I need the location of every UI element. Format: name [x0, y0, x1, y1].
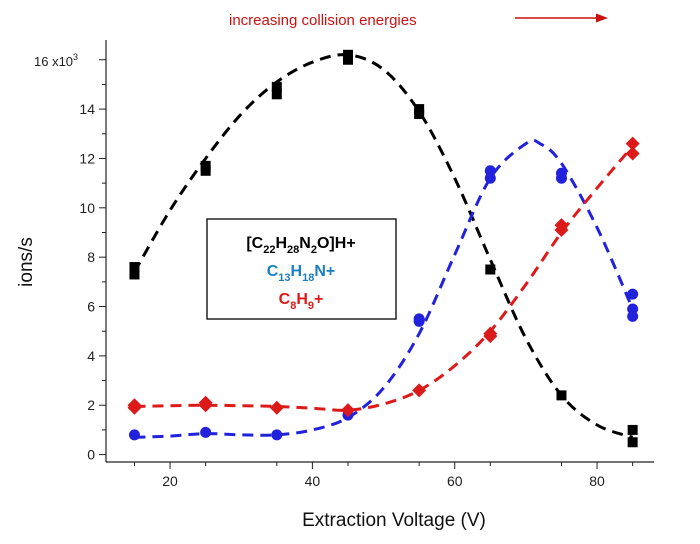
legend: [C22H28N2O]H+ C13H18N+ C8H9+	[206, 218, 397, 320]
x-tick-label: 20	[162, 473, 178, 489]
fit-curves	[133, 53, 635, 439]
data-point	[342, 49, 353, 60]
annotation-arrow	[515, 13, 608, 23]
data-point	[627, 437, 638, 448]
x-tick-label: 80	[589, 473, 605, 489]
data-point	[340, 403, 355, 418]
data-point	[555, 167, 567, 179]
data-point	[627, 424, 638, 435]
x-tick-label: 40	[305, 473, 321, 489]
data-point	[200, 160, 211, 171]
fit-curve-1	[134, 138, 635, 439]
data-point	[627, 288, 639, 300]
x-tick-label: 60	[447, 473, 463, 489]
axis-ticks: 20 40 60 80 0 2 4 6 8 10 12 14	[79, 59, 634, 489]
y-tick-label: 6	[87, 299, 95, 315]
legend-box	[206, 218, 397, 320]
y-tick-label: 14	[79, 101, 95, 117]
data-point	[129, 262, 140, 273]
data-point	[625, 136, 640, 151]
legend-entry-0: [C22H28N2O]H+	[246, 235, 355, 256]
data-point	[269, 400, 284, 415]
data-point	[198, 395, 213, 410]
data-point	[128, 429, 140, 441]
data-point	[271, 429, 283, 441]
y-tick-label: 12	[79, 150, 95, 166]
y-tick-label: 4	[87, 348, 95, 364]
x-axis-title: Extraction Voltage (V)	[302, 510, 486, 531]
data-point	[414, 104, 425, 115]
legend-entry-1: C13H18N+	[267, 263, 336, 284]
fit-curve-0	[133, 53, 634, 439]
fit-curve-2	[134, 145, 634, 412]
data-point	[271, 81, 282, 92]
y-tick-label: 8	[87, 249, 95, 265]
data-points	[127, 49, 640, 448]
y-multiplier-label: 16 x103	[34, 52, 78, 69]
data-point	[554, 223, 569, 238]
y-tick-label: 10	[79, 200, 95, 216]
data-point	[412, 383, 427, 398]
data-point	[627, 303, 639, 315]
data-point	[625, 146, 640, 161]
data-point	[271, 89, 282, 100]
data-point	[556, 390, 567, 401]
data-point	[200, 426, 212, 438]
data-point	[129, 269, 140, 280]
data-point	[483, 326, 498, 341]
annotation-text: increasing collision energies	[229, 12, 417, 29]
y-tick-label: 2	[87, 397, 95, 413]
legend-entry-2: C8H9+	[279, 291, 324, 312]
data-point	[484, 165, 496, 177]
data-point	[127, 398, 142, 413]
y-axis-title: ions/s	[16, 237, 37, 287]
data-point	[485, 264, 496, 275]
data-point	[413, 315, 425, 327]
y-tick-label: 0	[87, 447, 95, 463]
